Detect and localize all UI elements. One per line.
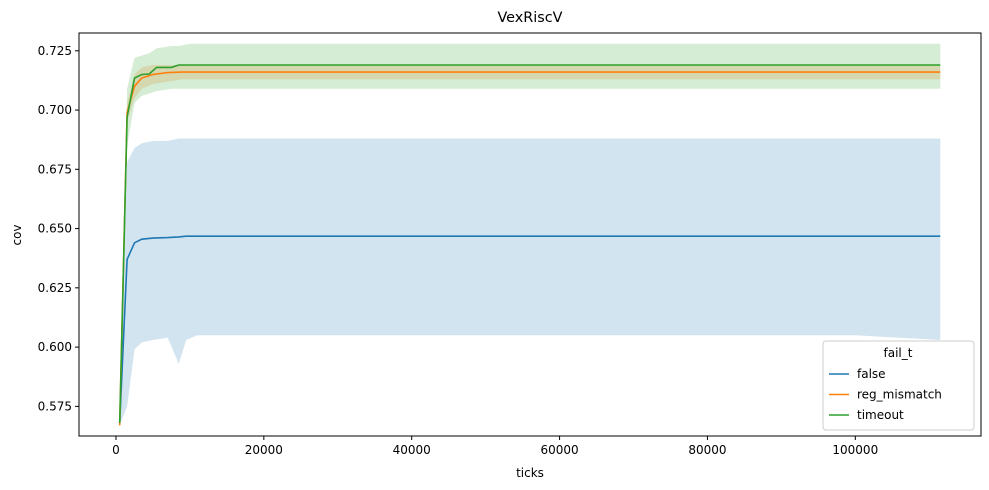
legend-box <box>822 340 975 431</box>
x-tick-label: 20000 <box>245 443 283 457</box>
series-line-reg-mismatch <box>118 71 941 426</box>
y-axis-ticks: 0.575 0.600 0.625 0.650 0.675 0.700 0.725 <box>38 44 79 413</box>
y-tick-label: 0.650 <box>38 222 72 236</box>
legend-label-timeout: timeout <box>857 408 904 422</box>
legend-label-reg-mismatch: reg_mismatch <box>857 388 942 402</box>
legend-label-false: false <box>857 367 886 381</box>
x-tick-label: 40000 <box>393 443 431 457</box>
y-tick-label: 0.725 <box>38 44 72 58</box>
chart-title: VexRiscV <box>497 10 562 26</box>
x-tick-label: 0 <box>112 443 120 457</box>
plot-frame <box>78 32 982 437</box>
x-axis-label: ticks <box>516 466 544 480</box>
y-tick-label: 0.600 <box>38 340 72 354</box>
x-tick-label: 80000 <box>688 443 726 457</box>
x-axis-ticks: 0 20000 40000 60000 80000 100000 <box>112 436 878 457</box>
y-axis-label: cov <box>10 224 24 245</box>
y-tick-label: 0.700 <box>38 103 72 117</box>
y-tick-label: 0.575 <box>38 399 72 413</box>
band-false <box>119 138 941 426</box>
y-tick-label: 0.675 <box>38 162 72 176</box>
y-tick-label: 0.625 <box>38 281 72 295</box>
legend-title: fail_t <box>884 346 913 360</box>
series-line-false <box>118 235 941 424</box>
confidence-bands <box>119 43 941 433</box>
series-line-timeout <box>118 64 941 424</box>
series-lines <box>118 64 941 426</box>
x-tick-label: 100000 <box>832 443 878 457</box>
x-tick-label: 60000 <box>540 443 578 457</box>
band-timeout <box>119 43 941 428</box>
